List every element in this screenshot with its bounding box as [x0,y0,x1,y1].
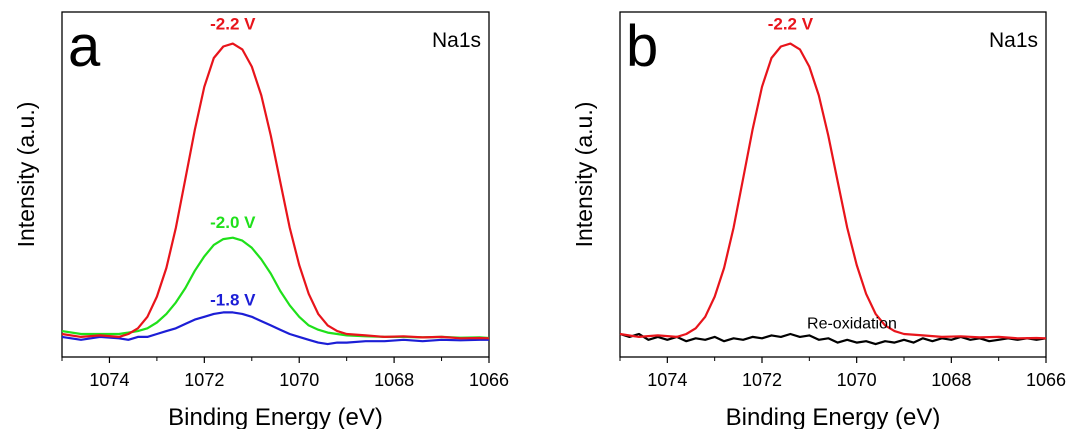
x-tick-label: 1066 [1026,370,1066,390]
y-axis-label: Intensity (a.u.) [13,102,39,248]
series-label-2-2-v: -2.2 V [768,15,814,34]
plot-frame [619,11,1047,358]
x-tick-label: 1074 [89,370,129,390]
panel-a: 1074 1072 1070 1068 1066 Binding Energy (eV) I… [13,11,509,429]
x-axis-label: Binding Energy (eV) [726,404,941,429]
x-tick-label: 1066 [469,370,509,390]
series-line-re-oxidation [619,332,1047,346]
series-label-2-2-v: -2.2 V [210,15,256,34]
spectrum-annotation: Na1s [989,29,1038,52]
series-line-2-2-v [61,42,490,340]
x-axis-label: Binding Energy (eV) [168,404,383,429]
spectrum-annotation: Na1s [432,29,481,52]
x-tick-label: 1068 [374,370,414,390]
series-label-re-oxidation: Re-oxidation [807,316,897,333]
x-tick-label: 1070 [837,370,877,390]
x-tick-label: 1072 [742,370,782,390]
panel-label: a [68,14,101,79]
series-label-2-0-v: -2.0 V [210,213,256,232]
panel-b: 1074 1072 1070 1068 1066 Binding Energy (eV) I… [571,11,1066,429]
series-line-1-8-v [61,311,489,346]
series-label-1-8-v: -1.8 V [210,291,256,310]
plot-frame [61,11,490,358]
x-tick-label: 1068 [931,370,971,390]
x-tick-label: 1072 [184,370,224,390]
x-tick-label: 1070 [279,370,319,390]
series-line-2-0-v [61,236,490,340]
series-line-2-2-v [619,42,1047,340]
x-tick-label: 1074 [647,370,687,390]
y-axis-label: Intensity (a.u.) [571,102,597,248]
panel-label: b [626,14,658,79]
